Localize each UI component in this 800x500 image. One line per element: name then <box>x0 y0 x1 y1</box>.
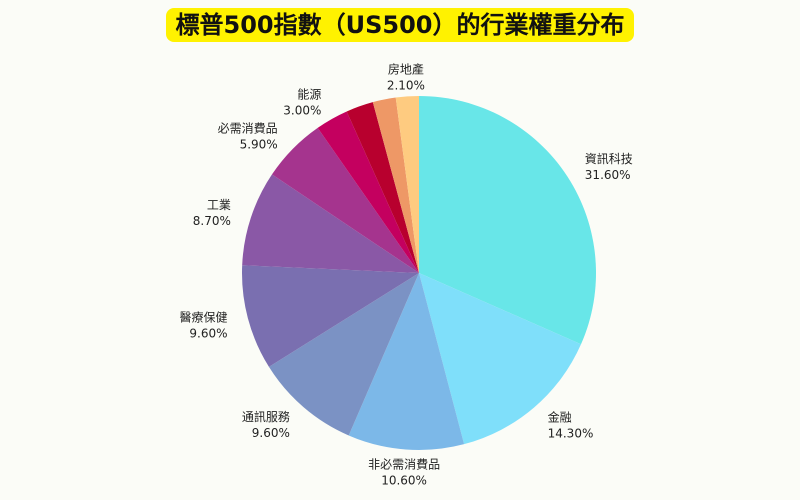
slice-value-6: 5.90% <box>240 137 278 151</box>
slice-label-10: 房地產 <box>388 61 424 76</box>
slice-value-1: 14.30% <box>548 427 594 441</box>
slice-value-0: 31.60% <box>585 168 631 182</box>
pie-slice-3 <box>268 273 419 436</box>
pie-slice-10 <box>395 96 419 273</box>
slice-value-4: 9.60% <box>189 326 227 340</box>
slice-label-3: 通訊服務 <box>242 409 290 424</box>
slice-label-6: 必需消費品 <box>218 120 278 135</box>
slice-value-10: 2.10% <box>387 78 425 92</box>
pie-slice-6 <box>271 127 419 274</box>
pie-slice-2 <box>348 273 465 450</box>
slice-label-1: 金融 <box>548 410 572 425</box>
slice-value-5: 8.70% <box>193 214 231 228</box>
slice-label-7: 能源 <box>297 88 321 102</box>
chart-title: 標普500指數（US500）的行業權重分布 <box>165 8 635 42</box>
slice-label-4: 醫療保健 <box>179 310 227 324</box>
pie-slice-0 <box>419 95 597 345</box>
pie-slice-4 <box>241 265 419 367</box>
pie-slice-9 <box>372 97 419 273</box>
pie-labels: 資訊科技 31.60% 金融 14.30% 非必需消費品 10.60% 通訊服務 9.60% 醫… <box>179 61 632 487</box>
pie-slices <box>241 95 597 450</box>
slice-value-2: 10.60% <box>381 473 427 487</box>
slice-value-7: 3.00% <box>283 104 321 118</box>
slice-label-0: 資訊科技 <box>585 151 633 166</box>
pie-slice-5 <box>242 174 419 273</box>
pie-slice-1 <box>419 273 581 445</box>
slice-value-3: 9.60% <box>252 426 290 440</box>
pie-slice-7 <box>317 111 419 273</box>
slice-label-5: 工業 <box>207 198 231 212</box>
pie-slice-8 <box>346 102 419 273</box>
slice-label-2: 非必需消費品 <box>368 456 440 471</box>
